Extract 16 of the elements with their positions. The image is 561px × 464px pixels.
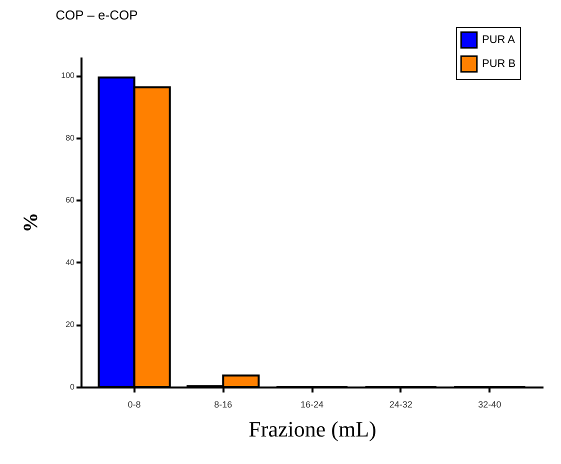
chart-title: COP – e-COP: [56, 8, 138, 22]
x-axis-title: Frazione (mL): [248, 416, 376, 442]
x-tick-label: 8-16: [214, 400, 232, 410]
legend-label: PUR B: [482, 58, 516, 70]
y-tick-label: 100: [61, 71, 76, 80]
x-tick-label: 32-40: [478, 400, 502, 410]
y-tick-label: 40: [66, 258, 76, 267]
y-tick-label: 20: [66, 320, 76, 330]
x-tick-label: 0-8: [128, 400, 141, 410]
x-tick-label: 24-32: [389, 400, 412, 410]
y-tick-label: 80: [66, 133, 76, 142]
y-tick-label: 60: [66, 196, 76, 205]
x-tick-label: 16-24: [300, 400, 324, 410]
legend-label: PUR A: [482, 34, 516, 46]
y-axis-title: %: [20, 212, 42, 232]
y-tick-label: 0: [70, 382, 76, 392]
